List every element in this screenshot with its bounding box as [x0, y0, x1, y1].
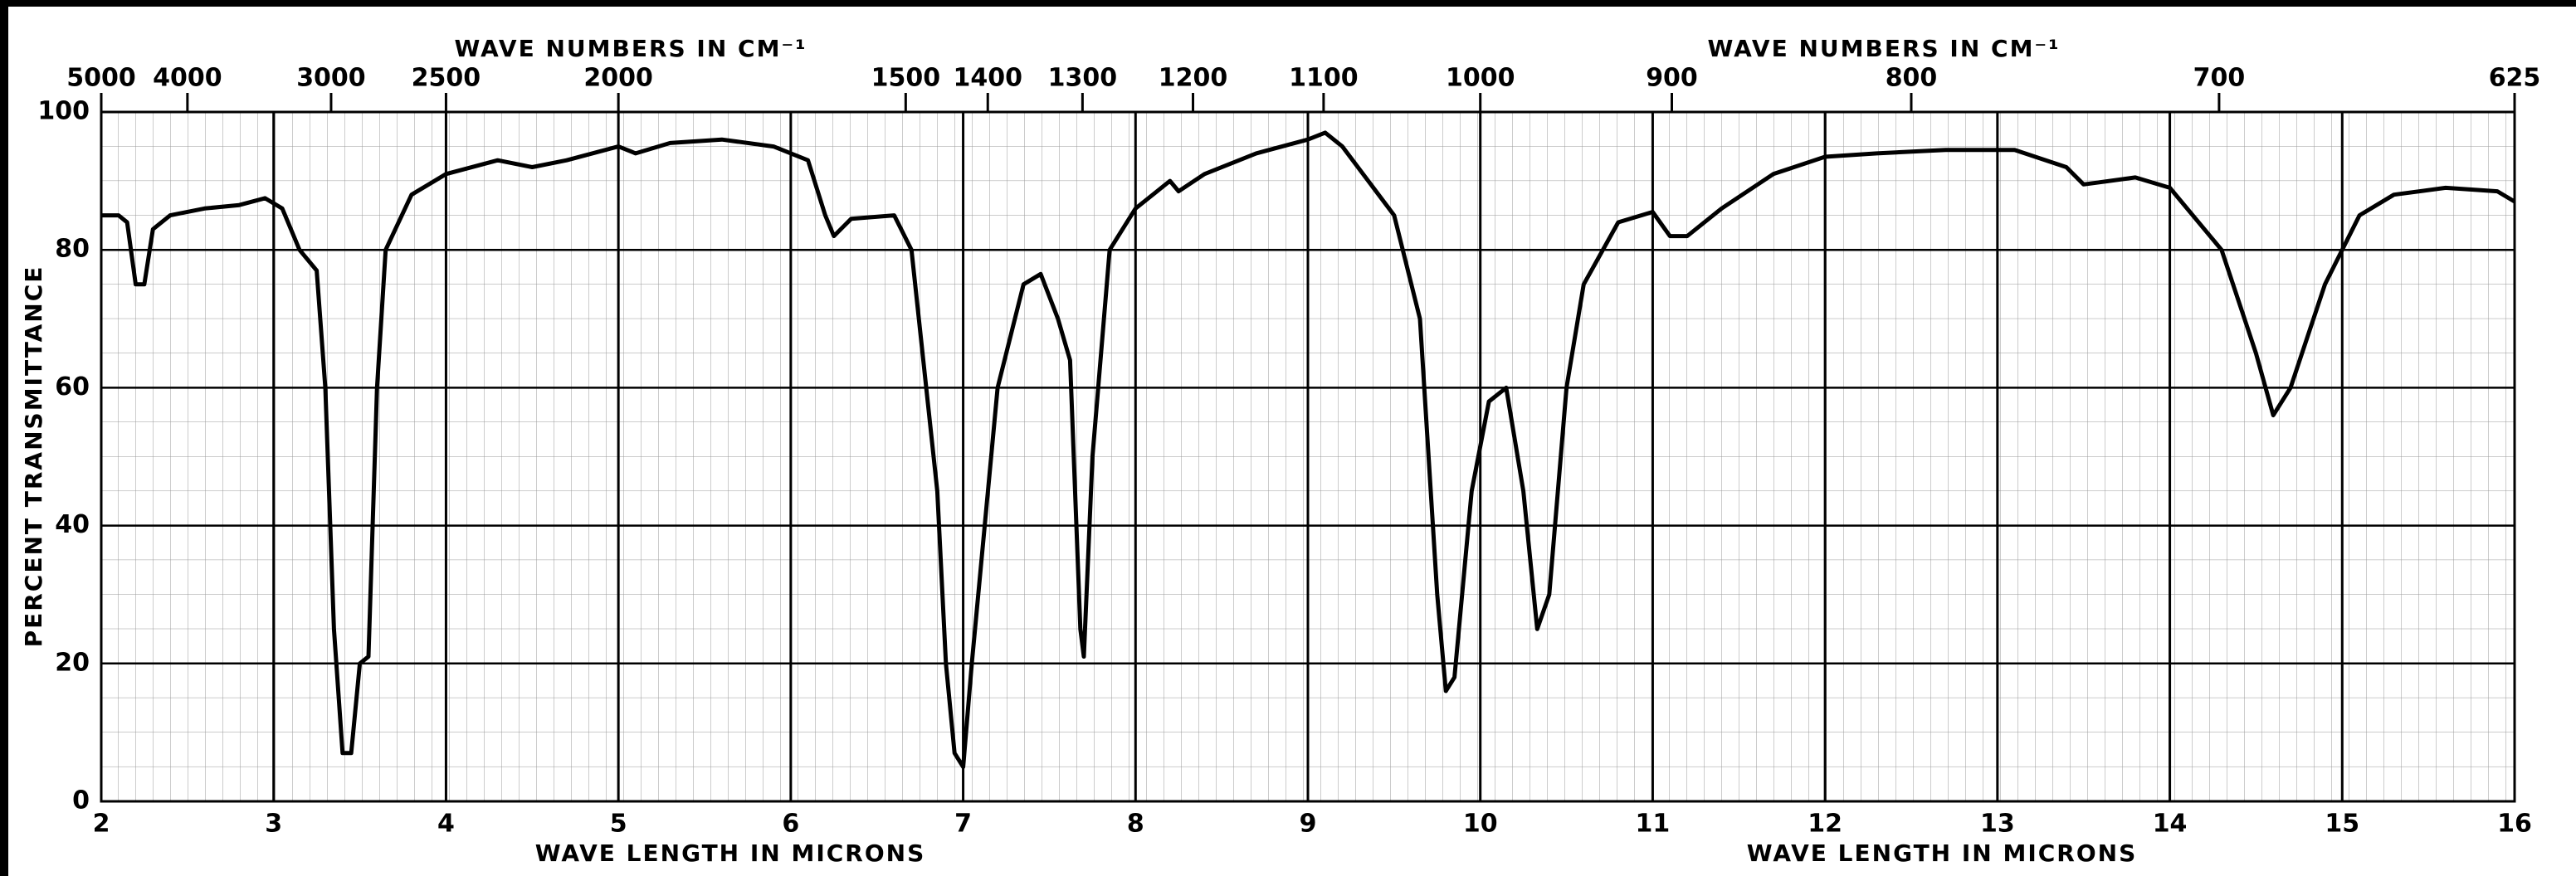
x-tick-label: 2 [93, 810, 110, 839]
y-tick-label: 0 [72, 786, 90, 815]
x2-tick-label: 2500 [412, 64, 481, 93]
x-tick-label: 8 [1127, 810, 1144, 839]
x-tick-label: 16 [2497, 810, 2532, 839]
x-tick-label: 6 [782, 810, 799, 839]
x-tick-label: 3 [265, 810, 282, 839]
scan-edge [0, 0, 8, 876]
x-tick-label: 12 [1808, 810, 1842, 839]
x2-tick-label: 1100 [1289, 64, 1359, 93]
x2-tick-label: 1400 [953, 64, 1022, 93]
x-tick-label: 5 [610, 810, 627, 839]
y-tick-label: 60 [55, 372, 90, 402]
x2-tick-label: 900 [1646, 64, 1698, 93]
x2-axis-title: WAVE NUMBERS IN CM⁻¹ [455, 35, 807, 62]
spectrum-line [101, 130, 2516, 769]
x2-tick-label: 1200 [1159, 64, 1228, 93]
x2-tick-label: 2000 [583, 64, 653, 93]
x2-tick-label: 5000 [66, 64, 136, 93]
x2-tick-label: 625 [2489, 64, 2541, 93]
x-tick-label: 14 [2153, 810, 2188, 839]
y-tick-label: 20 [55, 648, 90, 677]
y-tick-label: 80 [55, 235, 90, 264]
x-tick-label: 7 [954, 810, 972, 839]
y-tick-label: 40 [55, 510, 90, 539]
x2-tick-label: 1000 [1446, 64, 1515, 93]
x2-tick-label: 3000 [296, 64, 366, 93]
x2-tick-label: 800 [1886, 64, 1938, 93]
plot-frame [100, 110, 2516, 803]
x2-tick-label: 700 [2193, 64, 2246, 93]
x-tick-label: 10 [1463, 810, 1498, 839]
x-tick-label: 4 [437, 810, 455, 839]
x2-tick-label: 4000 [153, 64, 222, 93]
x-tick-label: 9 [1300, 810, 1317, 839]
x2-tick-label: 1300 [1048, 64, 1118, 93]
scan-edge [0, 0, 2576, 7]
x2-tick-label: 1500 [871, 64, 941, 93]
x-tick-label: 13 [1980, 810, 2015, 839]
x2-axis-title: WAVE NUMBERS IN CM⁻¹ [1708, 35, 2061, 62]
x-axis-title: WAVE LENGTH IN MICRONS [535, 840, 926, 867]
x-tick-label: 11 [1636, 810, 1671, 839]
x-axis-title: WAVE LENGTH IN MICRONS [1747, 840, 2138, 867]
x-tick-label: 15 [2325, 810, 2359, 839]
y-tick-label: 100 [37, 97, 90, 126]
y-axis-title: PERCENT TRANSMITTANCE [20, 265, 47, 648]
